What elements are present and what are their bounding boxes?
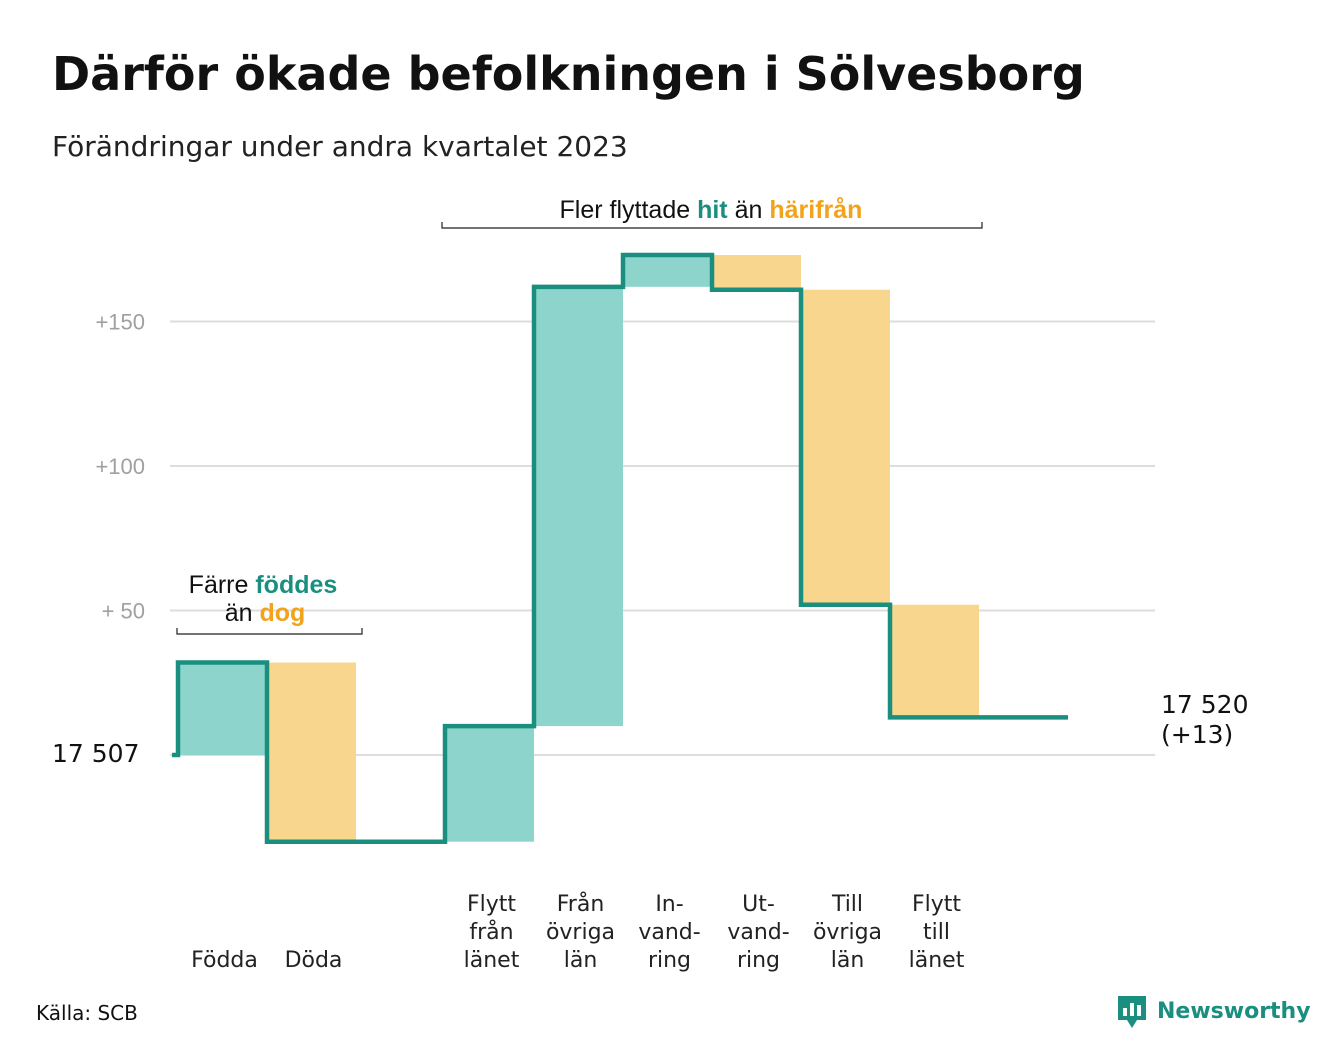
category-label: Till	[831, 892, 863, 917]
bar-utvandring	[712, 255, 801, 290]
bar-döda	[267, 662, 356, 842]
end-change-label: (+13)	[1161, 720, 1233, 749]
bars	[178, 255, 979, 842]
category-label: län	[831, 948, 865, 973]
brand-name: Newsworthy	[1157, 999, 1311, 1024]
bar-flytttilllänet	[890, 604, 979, 718]
category-label: övriga	[813, 920, 882, 945]
category-label: från	[469, 919, 513, 945]
newsworthy-logo: Newsworthy	[1118, 996, 1311, 1028]
category-label: vand-	[638, 920, 700, 945]
bar-födda	[178, 662, 267, 755]
chart-title: Därför ökade befolkningen i Sölvesborg	[52, 47, 1085, 101]
bar-chart-icon	[1118, 996, 1146, 1028]
category-label: länet	[464, 948, 520, 973]
y-axis-ticks: + 50 +100 +150	[95, 310, 145, 624]
bar-tillövrigalän	[801, 289, 890, 605]
end-value-label: 17 520	[1161, 690, 1248, 719]
category-label: länet	[909, 948, 965, 973]
migration-annotation-text: Fler flyttade hit än härifrån	[560, 196, 863, 224]
y-tick-label: +100	[95, 454, 145, 479]
birth-bracket	[176, 628, 363, 635]
category-label: ring	[737, 948, 780, 973]
gridlines	[170, 320, 1155, 756]
birth-annotation: Färre föddes än dog	[176, 571, 363, 635]
category-label: Flytt	[912, 892, 961, 917]
category-label: till	[923, 920, 950, 945]
category-label: Födda	[191, 948, 258, 973]
birth-annotation-line2: än dog	[225, 599, 306, 627]
category-label: vand-	[727, 920, 789, 945]
birth-annotation-line1: Färre föddes	[189, 571, 338, 599]
y-tick-label: +150	[95, 310, 145, 335]
category-label: Flytt	[467, 892, 516, 917]
category-label: Döda	[285, 948, 343, 973]
bar-invandring	[623, 255, 712, 287]
category-label: ring	[648, 948, 691, 973]
category-label: övriga	[546, 920, 615, 945]
cumulative-step-line	[172, 252, 1068, 844]
category-label: In-	[655, 892, 683, 917]
category-labels: Födda DödaFlyttfrånlänetFrånövrigalänIn-v…	[191, 891, 965, 973]
migration-annotation: Fler flyttade hit än härifrån	[441, 196, 983, 229]
chart-subtitle: Förändringar under andra kvartalet 2023	[52, 130, 628, 163]
category-label: Från	[557, 891, 605, 917]
category-label: Ut-	[742, 892, 775, 917]
y-tick-label: + 50	[102, 599, 145, 624]
migration-bracket	[441, 222, 983, 229]
bar-flyttfrånlänet	[445, 726, 534, 842]
source-note: Källa: SCB	[36, 1001, 138, 1025]
start-value-label: 17 507	[52, 739, 139, 768]
bar-frånövrigalän	[534, 286, 623, 727]
category-label: län	[564, 948, 598, 973]
